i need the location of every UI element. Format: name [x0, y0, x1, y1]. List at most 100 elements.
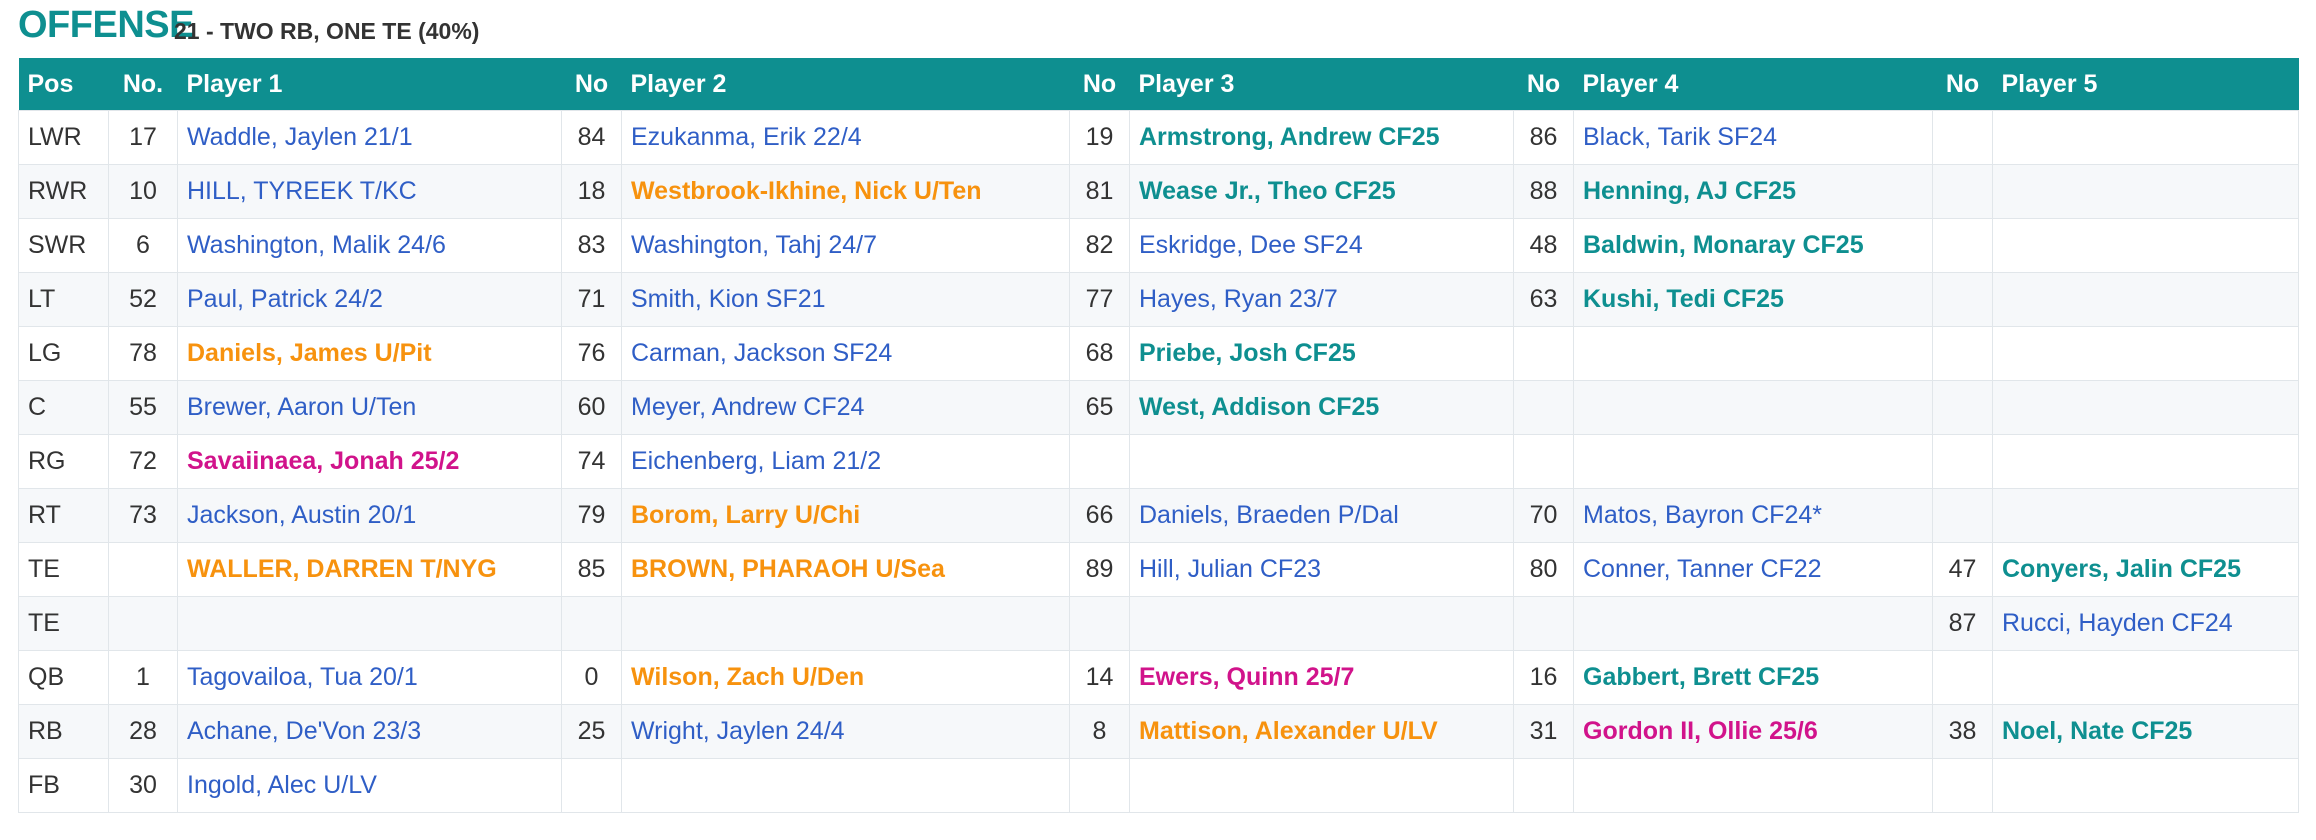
jersey-number-cell: 80 — [1513, 542, 1574, 597]
column-header-player-5: Player 5 — [1992, 58, 2299, 111]
player-link[interactable]: WALLER, DARREN T/NYG — [187, 555, 497, 583]
player-link[interactable]: Daniels, Braeden P/Dal — [1139, 501, 1399, 529]
player-link[interactable]: Borom, Larry U/Chi — [631, 501, 861, 529]
jersey-number-cell — [561, 596, 622, 651]
player-link[interactable]: Mattison, Alexander U/LV — [1139, 717, 1438, 745]
player-link[interactable]: Wease Jr., Theo CF25 — [1139, 177, 1396, 205]
position-cell: RB — [18, 704, 109, 759]
player-link[interactable]: Wright, Jaylen 24/4 — [631, 717, 845, 745]
player-cell — [1992, 380, 2299, 435]
jersey-number-cell: 17 — [108, 110, 178, 165]
player-link[interactable]: Gabbert, Brett CF25 — [1583, 663, 1820, 691]
jersey-number-cell — [1513, 434, 1574, 489]
player-link[interactable]: Smith, Kion SF21 — [631, 285, 826, 313]
player-link[interactable]: Carman, Jackson SF24 — [631, 339, 893, 367]
player-cell — [621, 596, 1070, 651]
player-cell: Wease Jr., Theo CF25 — [1129, 164, 1514, 219]
player-link[interactable]: Ezukanma, Erik 22/4 — [631, 123, 862, 151]
player-link[interactable]: Conyers, Jalin CF25 — [2002, 555, 2241, 583]
player-cell — [1992, 272, 2299, 327]
player-link[interactable]: Paul, Patrick 24/2 — [187, 285, 383, 313]
jersey-number-cell: 25 — [561, 704, 622, 759]
jersey-number-cell: 85 — [561, 542, 622, 597]
player-cell: West, Addison CF25 — [1129, 380, 1514, 435]
column-header-no: No — [1069, 58, 1130, 111]
player-cell: Savaiinaea, Jonah 25/2 — [177, 434, 562, 489]
table-row: LG 78 Daniels, James U/Pit 76 Carman, Jackso… — [18, 326, 2299, 381]
player-cell: Conyers, Jalin CF25 — [1992, 542, 2299, 597]
player-cell: WALLER, DARREN T/NYG — [177, 542, 562, 597]
jersey-number-cell: 89 — [1069, 542, 1130, 597]
player-link[interactable]: Baldwin, Monaray CF25 — [1583, 231, 1864, 259]
player-cell: Kushi, Tedi CF25 — [1573, 272, 1933, 327]
table-row: LWR 17 Waddle, Jaylen 21/1 84 Ezukanma, Erik… — [18, 110, 2299, 165]
player-link[interactable]: Daniels, James U/Pit — [187, 339, 432, 367]
player-link[interactable]: Waddle, Jaylen 21/1 — [187, 123, 413, 151]
player-link[interactable]: West, Addison CF25 — [1139, 393, 1380, 421]
jersey-number-cell: 1 — [108, 650, 178, 705]
player-link[interactable]: Jackson, Austin 20/1 — [187, 501, 417, 529]
player-link[interactable]: Westbrook-Ikhine, Nick U/Ten — [631, 177, 982, 205]
player-link[interactable]: Washington, Tahj 24/7 — [631, 231, 877, 259]
player-link[interactable]: Conner, Tanner CF22 — [1583, 555, 1822, 583]
player-link[interactable]: BROWN, PHARAOH U/Sea — [631, 555, 945, 583]
player-link[interactable]: Armstrong, Andrew CF25 — [1139, 123, 1440, 151]
player-cell: Washington, Tahj 24/7 — [621, 218, 1070, 273]
player-link[interactable]: Rucci, Hayden CF24 — [2002, 609, 2233, 637]
player-link[interactable]: Wilson, Zach U/Den — [631, 663, 865, 691]
player-link[interactable]: Eichenberg, Liam 21/2 — [631, 447, 882, 475]
player-link[interactable]: Washington, Malik 24/6 — [187, 231, 446, 259]
player-cell — [1992, 434, 2299, 489]
table-row: QB 1 Tagovailoa, Tua 20/1 0 Wilson, Zach U/D… — [18, 650, 2299, 705]
player-cell — [621, 758, 1070, 813]
jersey-number-cell: 71 — [561, 272, 622, 327]
player-cell — [1129, 596, 1514, 651]
player-link[interactable]: Meyer, Andrew CF24 — [631, 393, 865, 421]
player-link[interactable]: Savaiinaea, Jonah 25/2 — [187, 447, 460, 475]
depth-chart-body: LWR 17 Waddle, Jaylen 21/1 84 Ezukanma, Erik… — [18, 110, 2299, 813]
player-link[interactable]: Achane, De'Von 23/3 — [187, 717, 422, 745]
player-cell: Priebe, Josh CF25 — [1129, 326, 1514, 381]
jersey-number-cell: 0 — [561, 650, 622, 705]
position-cell: C — [18, 380, 109, 435]
position-cell: TE — [18, 542, 109, 597]
table-row: LT 52 Paul, Patrick 24/2 71 Smith, Kion SF21… — [18, 272, 2299, 327]
position-cell: LWR — [18, 110, 109, 165]
player-link[interactable]: Matos, Bayron CF24* — [1583, 501, 1822, 529]
player-link[interactable]: Hayes, Ryan 23/7 — [1139, 285, 1338, 313]
column-header-pos: Pos — [18, 58, 109, 111]
player-link[interactable]: Noel, Nate CF25 — [2002, 717, 2193, 745]
player-cell — [1992, 218, 2299, 273]
jersey-number-cell — [1932, 110, 1993, 165]
player-cell: Conner, Tanner CF22 — [1573, 542, 1933, 597]
jersey-number-cell: 79 — [561, 488, 622, 543]
player-link[interactable]: Gordon II, Ollie 25/6 — [1583, 717, 1818, 745]
player-cell: Wright, Jaylen 24/4 — [621, 704, 1070, 759]
jersey-number-cell: 65 — [1069, 380, 1130, 435]
player-link[interactable]: Hill, Julian CF23 — [1139, 555, 1322, 583]
jersey-number-cell: 70 — [1513, 488, 1574, 543]
player-cell: Waddle, Jaylen 21/1 — [177, 110, 562, 165]
player-link[interactable]: Brewer, Aaron U/Ten — [187, 393, 417, 421]
jersey-number-cell — [1932, 488, 1993, 543]
column-header-no: No — [561, 58, 622, 111]
player-link[interactable]: Priebe, Josh CF25 — [1139, 339, 1356, 367]
player-link[interactable]: Eskridge, Dee SF24 — [1139, 231, 1363, 259]
table-row: C 55 Brewer, Aaron U/Ten 60 Meyer, Andrew CF… — [18, 380, 2299, 435]
jersey-number-cell — [1932, 218, 1993, 273]
player-link[interactable]: Ingold, Alec U/LV — [187, 771, 377, 799]
section-header: OFFENSE 21 - TWO RB, ONE TE (40%) — [18, 0, 2298, 58]
jersey-number-cell — [1513, 326, 1574, 381]
player-link[interactable]: Tagovailoa, Tua 20/1 — [187, 663, 418, 691]
player-link[interactable]: Kushi, Tedi CF25 — [1583, 285, 1784, 313]
position-cell: SWR — [18, 218, 109, 273]
player-cell: Borom, Larry U/Chi — [621, 488, 1070, 543]
player-link[interactable]: Black, Tarik SF24 — [1583, 123, 1778, 151]
player-link[interactable]: HILL, TYREEK T/KC — [187, 177, 417, 205]
jersey-number-cell: 68 — [1069, 326, 1130, 381]
player-cell — [1573, 596, 1933, 651]
player-link[interactable]: Henning, AJ CF25 — [1583, 177, 1796, 205]
jersey-number-cell — [1932, 434, 1993, 489]
player-link[interactable]: Ewers, Quinn 25/7 — [1139, 663, 1355, 691]
player-cell — [1992, 164, 2299, 219]
